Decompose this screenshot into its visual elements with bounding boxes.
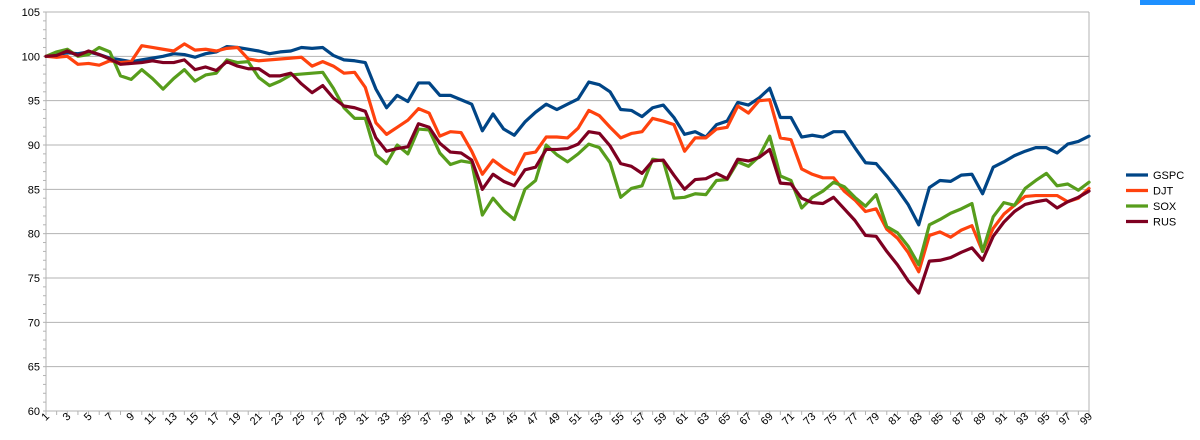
series-line-djt: [44, 42, 1091, 274]
x-tick-label: 89: [972, 411, 989, 428]
x-tick-label: 57: [631, 411, 648, 428]
x-tick-label: 33: [376, 411, 393, 428]
right-edge-marker: [1140, 0, 1195, 5]
x-tick-label: 65: [716, 411, 733, 428]
y-tick-label: 105: [22, 7, 40, 19]
y-tick-label: 100: [22, 51, 40, 63]
x-tick-label: 79: [865, 411, 882, 428]
plot-area: [46, 12, 1089, 411]
x-tick-label: 23: [269, 411, 286, 428]
x-tick-label: 21: [248, 411, 265, 428]
x-tick-label: 41: [461, 411, 478, 428]
x-tick-label: 55: [610, 411, 627, 428]
x-tick-label: 51: [567, 411, 584, 428]
x-tick-label: 39: [439, 411, 456, 428]
x-tick-label: 17: [205, 411, 222, 428]
series-lines: [44, 42, 1091, 295]
y-tick-label: 85: [28, 184, 40, 196]
x-tick-label: 81: [886, 411, 903, 428]
x-tick-label: 53: [588, 411, 605, 428]
x-tick-label: 13: [163, 411, 180, 428]
x-tick-label: 69: [759, 411, 776, 428]
gridlines: [43, 11, 1090, 415]
legend-label-rus: RUS: [1153, 217, 1176, 229]
x-tick-label: 35: [397, 411, 414, 428]
x-tick-label: 95: [1035, 411, 1052, 428]
x-tick-label: 47: [525, 411, 542, 428]
x-tick-label: 73: [801, 411, 818, 428]
x-tick-label: 11: [142, 411, 159, 428]
x-tick-label: 37: [418, 411, 435, 428]
x-tick-label: 27: [312, 411, 329, 428]
legend-label-gspc: GSPC: [1153, 170, 1184, 182]
legend: GSPC DJT SOX RUS: [1126, 170, 1184, 229]
y-tick-label: 90: [28, 140, 40, 152]
x-tick-label: 83: [908, 411, 925, 428]
x-tick-label: 85: [929, 411, 946, 428]
legend-label-djt: DJT: [1153, 186, 1173, 198]
y-tick-label: 95: [28, 96, 40, 108]
y-axis-tick-labels: 60 65 70 75 80 85 90 95 100 105: [22, 7, 40, 418]
y-tick-label: 75: [28, 273, 40, 285]
x-tick-label: 19: [227, 411, 244, 428]
x-tick-label: 67: [737, 411, 754, 428]
x-tick-label: 49: [546, 411, 563, 428]
x-tick-label: 93: [1014, 411, 1031, 428]
x-tick-label: 31: [354, 411, 371, 428]
y-tick-label: 70: [28, 317, 40, 329]
x-tick-label: 97: [1057, 411, 1074, 428]
y-tick-label: 60: [28, 406, 40, 418]
y-tick-label: 65: [28, 362, 40, 374]
x-tick-label: 71: [780, 411, 797, 428]
x-tick-label: 91: [993, 411, 1010, 428]
x-tick-label: 25: [290, 411, 307, 428]
x-tick-label: 75: [823, 411, 840, 428]
legend-label-sox: SOX: [1153, 201, 1177, 213]
series-line-rus: [44, 49, 1091, 295]
x-tick-label: 15: [184, 411, 201, 428]
x-tick-label: 87: [950, 411, 967, 428]
x-tick-label: 61: [674, 411, 691, 428]
y-tick-label: 80: [28, 229, 40, 241]
x-tick-label: 59: [652, 411, 669, 428]
x-tick-label: 99: [1078, 411, 1095, 428]
x-tick-label: 29: [333, 411, 350, 428]
x-tick-label: 43: [482, 411, 499, 428]
x-tick-label: 63: [695, 411, 712, 428]
x-tick-label: 45: [503, 411, 520, 428]
x-tick-label: 77: [844, 411, 861, 428]
